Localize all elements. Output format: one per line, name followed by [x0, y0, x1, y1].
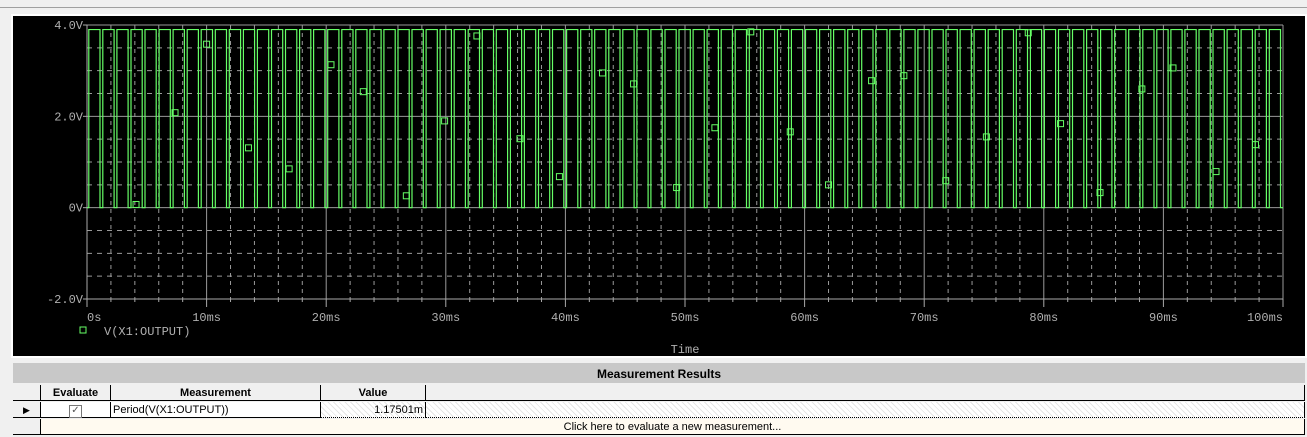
new-measurement-row[interactable]: Click here to evaluate a new measurement… — [13, 419, 1305, 436]
x-tick-label: 80ms — [1029, 311, 1058, 325]
x-tick-label: 0s — [87, 311, 101, 325]
empty-cell — [426, 402, 1305, 418]
series-marker — [359, 88, 367, 96]
value-column-header[interactable]: Value — [321, 385, 426, 401]
row-selector-arrow-icon[interactable]: ▶ — [13, 402, 41, 418]
x-tick-label: 90ms — [1149, 311, 1178, 325]
x-tick-label: 40ms — [551, 311, 580, 325]
series-marker — [132, 200, 140, 208]
x-tick-label: 60ms — [790, 311, 819, 325]
series-marker — [285, 165, 293, 173]
top-toolbar — [0, 0, 1307, 8]
x-tick-label: 10ms — [192, 311, 221, 325]
new-measurement-link[interactable]: Click here to evaluate a new measurement… — [41, 419, 1305, 435]
x-tick-label: 20ms — [312, 311, 341, 325]
row-selector — [13, 419, 41, 435]
series-marker — [786, 128, 794, 136]
series-marker — [900, 72, 908, 80]
y-tick-label: 4.0V — [54, 19, 84, 33]
x-tick-label: 30ms — [431, 311, 460, 325]
series-marker — [327, 61, 335, 69]
series-marker — [598, 69, 606, 77]
legend-marker-icon — [79, 326, 87, 334]
series-marker — [711, 124, 719, 132]
series-marker — [402, 192, 410, 200]
series-marker — [171, 109, 179, 117]
measurement-results-panel: Measurement Results Evaluate Measurement… — [13, 363, 1305, 437]
series-marker — [441, 117, 449, 125]
series-marker — [1212, 168, 1220, 176]
waveform-plot[interactable]: 0s 10ms 20ms 30ms 40ms 50ms 60ms 70ms 80ms 90ms 10… — [11, 14, 1307, 358]
x-tick-label: 100ms — [1247, 311, 1283, 325]
series-marker — [868, 77, 876, 85]
evaluate-checkbox[interactable]: ✓ — [69, 405, 82, 418]
series-line-v-x1-output — [87, 28, 1283, 209]
value-cell: 1.17501m — [321, 402, 426, 418]
probe-plot-window: 0s 10ms 20ms 30ms 40ms 50ms 60ms 70ms 80ms 90ms 10… — [11, 14, 1307, 358]
series-marker — [516, 135, 524, 143]
x-axis-label: Time — [671, 343, 700, 357]
row-header-corner — [13, 385, 41, 401]
measurement-results-title: Measurement Results — [13, 365, 1305, 383]
series-marker — [1169, 64, 1177, 72]
table-row[interactable]: ▶ ✓ Period(V(X1:OUTPUT)) 1.17501m — [13, 402, 1305, 419]
y-tick-label: 0V — [69, 202, 84, 216]
legend-label: V(X1:OUTPUT) — [104, 325, 190, 339]
series-marker — [673, 184, 681, 192]
series-marker — [1138, 85, 1146, 93]
series-marker — [942, 177, 950, 185]
measurement-cell[interactable]: Period(V(X1:OUTPUT)) — [111, 402, 321, 418]
measurement-header-row: Evaluate Measurement Value — [13, 385, 1305, 402]
series-marker — [1096, 189, 1104, 197]
measurement-column-header[interactable]: Measurement — [111, 385, 321, 401]
series-marker — [630, 80, 638, 88]
series-marker — [1024, 29, 1032, 37]
series-marker — [244, 144, 252, 152]
x-tick-label: 50ms — [671, 311, 700, 325]
y-tick-label: 2.0V — [54, 110, 84, 124]
y-tick-label: -2.0V — [47, 293, 84, 307]
series-marker — [473, 32, 481, 40]
series-marker — [825, 181, 833, 189]
x-tick-label: 70ms — [910, 311, 939, 325]
series-marker — [1251, 141, 1259, 149]
series-marker — [1057, 120, 1065, 128]
series-marker — [203, 40, 211, 48]
series-marker — [747, 28, 755, 36]
empty-column-header — [426, 385, 1305, 401]
series-marker — [982, 133, 990, 141]
series-marker — [555, 173, 563, 181]
evaluate-column-header[interactable]: Evaluate — [41, 385, 111, 401]
